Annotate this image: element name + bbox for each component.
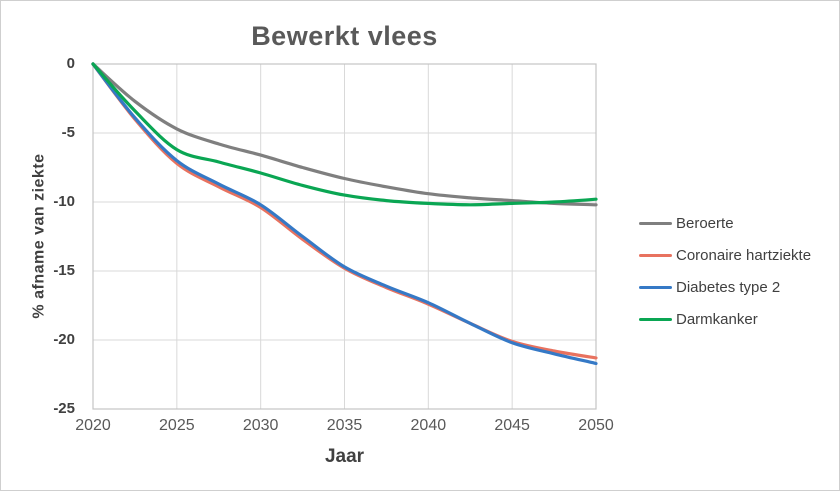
y-tick-label: -15 <box>53 262 75 279</box>
x-axis-title: Jaar <box>324 446 365 467</box>
chart-title: Bewerkt vlees <box>251 21 438 51</box>
legend-item-darmkanker: Darmkanker <box>639 309 811 330</box>
legend: Beroerte Coronaire hartziekte Diabetes typ… <box>639 213 811 330</box>
series-line-darmkanker <box>91 62 598 207</box>
legend-label: Beroerte <box>676 215 734 232</box>
y-tick-label: -10 <box>53 193 75 210</box>
legend-line-swatch <box>639 286 672 289</box>
x-tick-label: 2020 <box>75 417 111 434</box>
legend-line-swatch <box>639 222 672 225</box>
series-line-diabetes-type-2 <box>91 62 598 366</box>
y-tick-label: -20 <box>53 331 75 348</box>
legend-line-swatch <box>639 254 672 257</box>
y-tick-label: -25 <box>53 400 75 417</box>
legend-label: Darmkanker <box>676 311 758 328</box>
legend-line-swatch <box>639 318 672 321</box>
legend-label: Coronaire hartziekte <box>676 247 812 264</box>
x-tick-label: 2030 <box>242 417 279 434</box>
series-line-beroerte <box>91 62 598 207</box>
legend-label: Diabetes type 2 <box>676 279 781 296</box>
y-tick-label: -5 <box>61 124 75 141</box>
legend-item-coronaire-hartziekte: Coronaire hartziekte <box>639 245 811 266</box>
x-tick-label: 2025 <box>159 417 195 434</box>
x-tick-label: 2045 <box>494 417 530 434</box>
plot-border <box>92 63 597 410</box>
legend-item-diabetes-type-2: Diabetes type 2 <box>639 277 811 298</box>
y-tick-label: 0 <box>66 55 75 72</box>
legend-item-beroerte: Beroerte <box>639 213 811 234</box>
gridlines <box>92 63 597 410</box>
x-tick-label: 2035 <box>326 417 363 434</box>
x-tick-label: 2050 <box>578 417 614 434</box>
x-tick-label: 2040 <box>410 417 447 434</box>
